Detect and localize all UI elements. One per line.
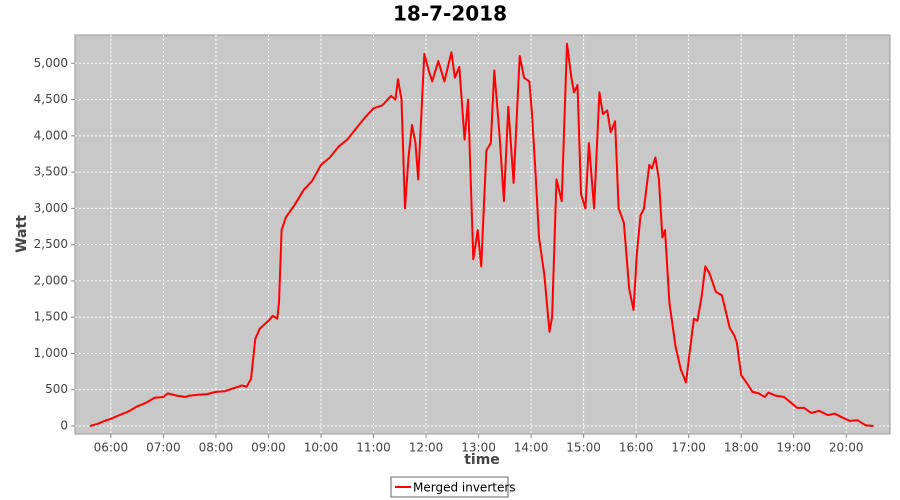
y-tick-label: 0 — [60, 419, 68, 433]
x-tick-label: 18:00 — [724, 441, 759, 455]
y-tick-label: 2,500 — [34, 237, 68, 251]
y-tick-label: 3,500 — [34, 165, 68, 179]
y-tick-label: 3,000 — [34, 201, 68, 215]
x-tick-label: 15:00 — [566, 441, 601, 455]
x-tick-label: 06:00 — [94, 441, 129, 455]
chart-title: 18-7-2018 — [393, 2, 507, 26]
x-tick-label: 12:00 — [409, 441, 444, 455]
x-tick-label: 11:00 — [356, 441, 391, 455]
y-tick-label: 1,000 — [34, 346, 68, 360]
y-tick-label: 4,000 — [34, 128, 68, 142]
x-tick-label: 19:00 — [776, 441, 811, 455]
data-line — [89, 42, 874, 427]
x-tick-label: 16:00 — [619, 441, 654, 455]
y-tick-label: 1,500 — [34, 310, 68, 324]
x-tick-label: 13:00 — [461, 441, 496, 455]
y-tick-label: 2,000 — [34, 273, 68, 287]
legend — [390, 476, 509, 498]
x-tick-label: 10:00 — [304, 441, 339, 455]
y-tick-label: 5,000 — [34, 56, 68, 70]
x-tick-label: 20:00 — [829, 441, 864, 455]
x-axis-label: time — [464, 452, 500, 468]
y-tick-label: 4,500 — [34, 92, 68, 106]
y-tick-label: 500 — [45, 382, 68, 396]
x-tick-label: 07:00 — [146, 441, 181, 455]
y-axis-label: Watt — [14, 215, 30, 253]
x-tick-label: 09:00 — [251, 441, 286, 455]
x-tick-label: 08:00 — [199, 441, 234, 455]
legend-label: Merged inverters — [413, 481, 516, 495]
x-tick-label: 14:00 — [514, 441, 549, 455]
x-tick-label: 17:00 — [671, 441, 706, 455]
